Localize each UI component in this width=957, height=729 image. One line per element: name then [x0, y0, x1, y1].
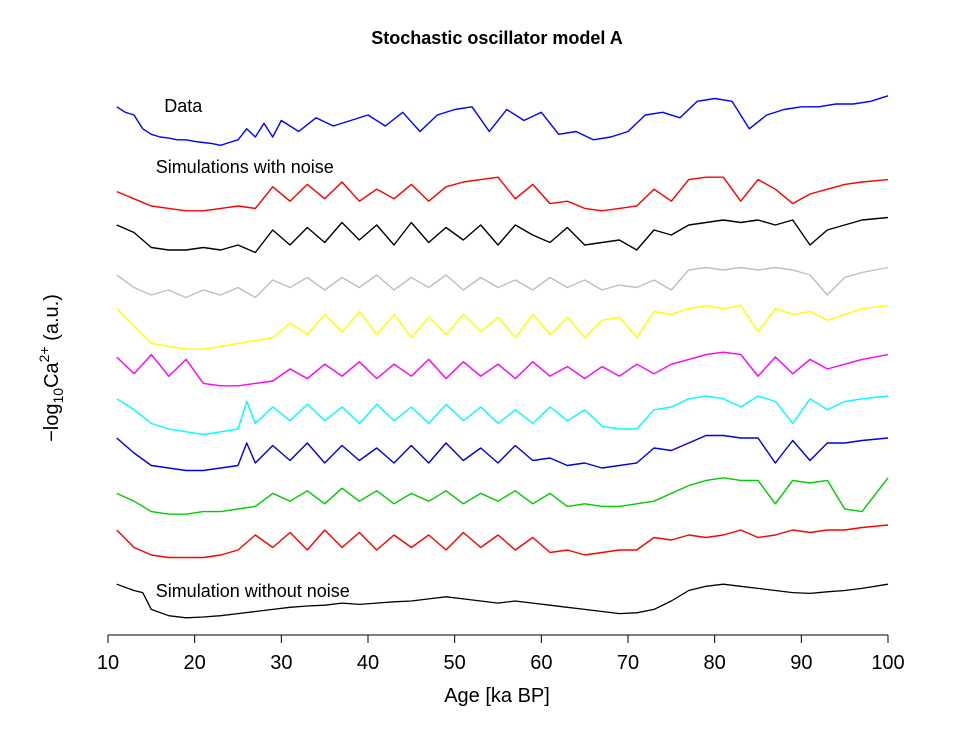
x-tick-label-7: 80: [704, 652, 726, 674]
x-tick-label-2: 30: [270, 652, 292, 674]
annotation-layer: Data Simulations with noise Simulation wit…: [156, 96, 350, 601]
series-line-1: [116, 176, 889, 212]
y-axis-label: −log10Ca2+ (a.u.): [36, 294, 66, 442]
y-axis-label-sup: 2+: [36, 346, 52, 362]
x-tick-label-1: 20: [184, 652, 206, 674]
y-axis-label-prefix: −log: [41, 404, 63, 442]
chart-title: Stochastic oscillator model A: [371, 28, 622, 48]
x-tick-label-0: 10: [97, 652, 119, 674]
series-line-2: [116, 216, 889, 254]
y-axis-label-sub: 10: [50, 388, 66, 404]
x-tick-label-9: 100: [871, 652, 904, 674]
annotation-2: Simulation without noise: [156, 581, 350, 601]
series-layer: [116, 95, 889, 619]
x-axis-label: Age [ka BP]: [444, 685, 550, 707]
annotation-0: Data: [164, 96, 203, 116]
series-line-9: [116, 524, 889, 559]
series-line-10: [116, 583, 889, 619]
series-line-5: [116, 351, 889, 387]
series-line-3: [116, 266, 889, 299]
annotation-1: Simulations with noise: [156, 157, 334, 177]
x-tick-label-8: 90: [790, 652, 812, 674]
series-line-4: [116, 305, 889, 350]
x-axis: 10 20 30 40 50 60 70 80 90 100: [97, 634, 905, 674]
x-tick-label-6: 70: [617, 652, 639, 674]
series-line-7: [116, 434, 889, 472]
x-tick-label-4: 50: [444, 652, 466, 674]
y-axis-label-suffix: (a.u.): [41, 294, 63, 346]
series-line-8: [116, 477, 889, 515]
series-line-6: [116, 395, 889, 436]
x-tick-label-3: 40: [357, 652, 379, 674]
x-tick-label-5: 60: [530, 652, 552, 674]
series-line-0: [116, 95, 889, 147]
y-axis-label-base: Ca: [41, 361, 63, 387]
